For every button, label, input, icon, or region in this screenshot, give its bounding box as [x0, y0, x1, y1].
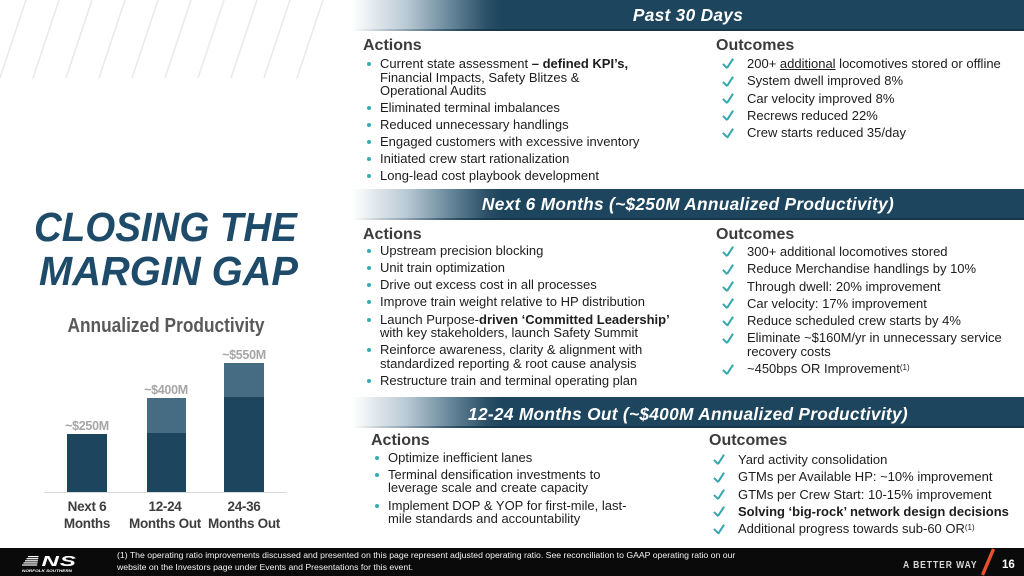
svg-text:NS: NS: [42, 554, 77, 569]
svg-text:NORFOLK SOUTHERN: NORFOLK SOUTHERN: [22, 569, 73, 573]
